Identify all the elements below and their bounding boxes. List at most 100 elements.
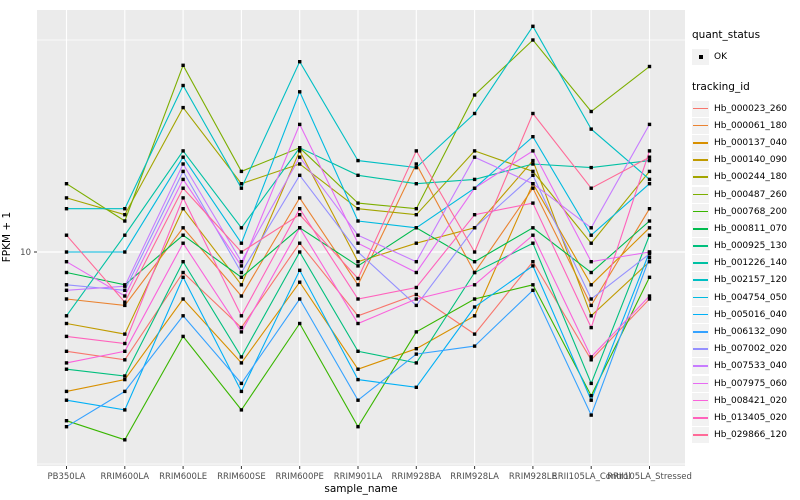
legend-item: Hb_013405_020 bbox=[692, 409, 798, 426]
legend-key-line bbox=[692, 409, 709, 426]
data-point bbox=[589, 270, 593, 275]
data-point bbox=[181, 207, 185, 211]
data-point bbox=[531, 260, 535, 264]
data-point bbox=[64, 349, 69, 353]
data-point bbox=[647, 226, 652, 230]
data-point bbox=[298, 196, 302, 200]
data-point bbox=[531, 149, 535, 153]
legend-key-line bbox=[692, 358, 709, 375]
data-point bbox=[298, 207, 302, 211]
data-point bbox=[414, 260, 418, 264]
data-point bbox=[414, 241, 418, 245]
data-point bbox=[414, 165, 418, 170]
data-point bbox=[239, 226, 244, 230]
data-point bbox=[414, 182, 418, 186]
data-point bbox=[589, 165, 593, 170]
data-point bbox=[647, 275, 652, 279]
series-color-line bbox=[693, 348, 708, 350]
data-point bbox=[647, 207, 652, 211]
data-point bbox=[647, 260, 652, 264]
legend-item: Hb_008421_020 bbox=[692, 392, 798, 409]
data-point bbox=[647, 158, 652, 163]
data-point bbox=[647, 182, 652, 186]
data-point bbox=[181, 196, 185, 200]
legend-item-label: Hb_001226_140 bbox=[714, 258, 788, 269]
legend-key-line bbox=[692, 203, 709, 220]
data-point bbox=[531, 182, 535, 186]
data-point bbox=[531, 38, 535, 42]
legend-item: Hb_004754_050 bbox=[692, 289, 798, 306]
data-point bbox=[181, 169, 185, 174]
data-point bbox=[414, 292, 418, 297]
series-color-line bbox=[693, 365, 708, 367]
tracking-id-key-list: Hb_000023_260 Hb_000061_180 Hb_000137_040 H… bbox=[692, 100, 798, 444]
legend-key-line bbox=[692, 272, 709, 289]
series-color-line bbox=[693, 399, 708, 402]
data-point bbox=[356, 425, 360, 429]
data-point bbox=[531, 233, 535, 237]
data-point bbox=[239, 182, 244, 186]
data-point bbox=[356, 207, 360, 211]
data-point bbox=[531, 186, 535, 190]
data-point bbox=[298, 250, 302, 254]
legend-title-tracking-id: tracking_id bbox=[692, 81, 750, 93]
data-point bbox=[239, 275, 244, 279]
series-color-line bbox=[693, 416, 708, 419]
data-point bbox=[589, 297, 593, 301]
data-point bbox=[356, 158, 360, 163]
legend-item: Hb_007975_060 bbox=[692, 375, 798, 392]
legend-key-line bbox=[692, 427, 709, 444]
data-point bbox=[64, 182, 69, 186]
data-point bbox=[64, 361, 69, 365]
series-color-line bbox=[693, 434, 708, 436]
x-tick-label: RRII105LA_Control bbox=[552, 472, 631, 482]
legend-key-line bbox=[692, 152, 709, 169]
data-point bbox=[181, 260, 185, 264]
legend-key-line bbox=[692, 392, 709, 409]
series-color-line bbox=[693, 313, 708, 316]
data-point bbox=[298, 60, 302, 64]
legend-item-label: Hb_007975_060 bbox=[714, 378, 788, 389]
data-point bbox=[589, 226, 593, 230]
data-point bbox=[472, 270, 477, 275]
legend-key-line bbox=[692, 134, 709, 151]
data-point bbox=[414, 303, 418, 308]
ok-point-key bbox=[692, 48, 709, 65]
data-point bbox=[298, 90, 302, 94]
legend-key-line bbox=[692, 117, 709, 134]
data-point bbox=[123, 250, 127, 254]
data-point bbox=[239, 264, 244, 268]
data-point bbox=[64, 367, 69, 371]
data-point bbox=[414, 162, 418, 166]
data-point bbox=[589, 314, 593, 318]
legend-key-line bbox=[692, 238, 709, 255]
data-point bbox=[356, 314, 360, 318]
legend-item-label: Hb_000137_040 bbox=[714, 137, 788, 148]
data-point bbox=[64, 389, 69, 394]
data-point bbox=[64, 321, 69, 326]
data-point bbox=[239, 270, 244, 275]
data-point bbox=[356, 349, 360, 353]
data-point bbox=[123, 213, 127, 217]
data-point bbox=[239, 330, 244, 334]
data-point bbox=[298, 226, 302, 230]
series-color-line bbox=[693, 193, 708, 196]
legend-item: Hb_001226_140 bbox=[692, 255, 798, 272]
legend-key-line bbox=[692, 341, 709, 358]
data-point bbox=[239, 186, 244, 190]
data-point bbox=[356, 276, 360, 281]
legend-key-line bbox=[692, 306, 709, 323]
data-point bbox=[589, 303, 593, 308]
x-tick-label: RRIM600LE bbox=[159, 472, 207, 482]
legend-item-label: Hb_000925_130 bbox=[714, 241, 788, 252]
legend-item-label: Hb_006132_090 bbox=[714, 327, 788, 338]
legend-item-label: Hb_029866_120 bbox=[714, 430, 788, 441]
series-color-line bbox=[693, 245, 708, 247]
data-point bbox=[239, 169, 244, 174]
data-point bbox=[647, 149, 652, 153]
data-point bbox=[647, 64, 652, 69]
data-point bbox=[356, 321, 360, 326]
x-axis-title: sample_name bbox=[324, 483, 398, 495]
data-point bbox=[589, 241, 593, 245]
data-point bbox=[123, 219, 127, 223]
